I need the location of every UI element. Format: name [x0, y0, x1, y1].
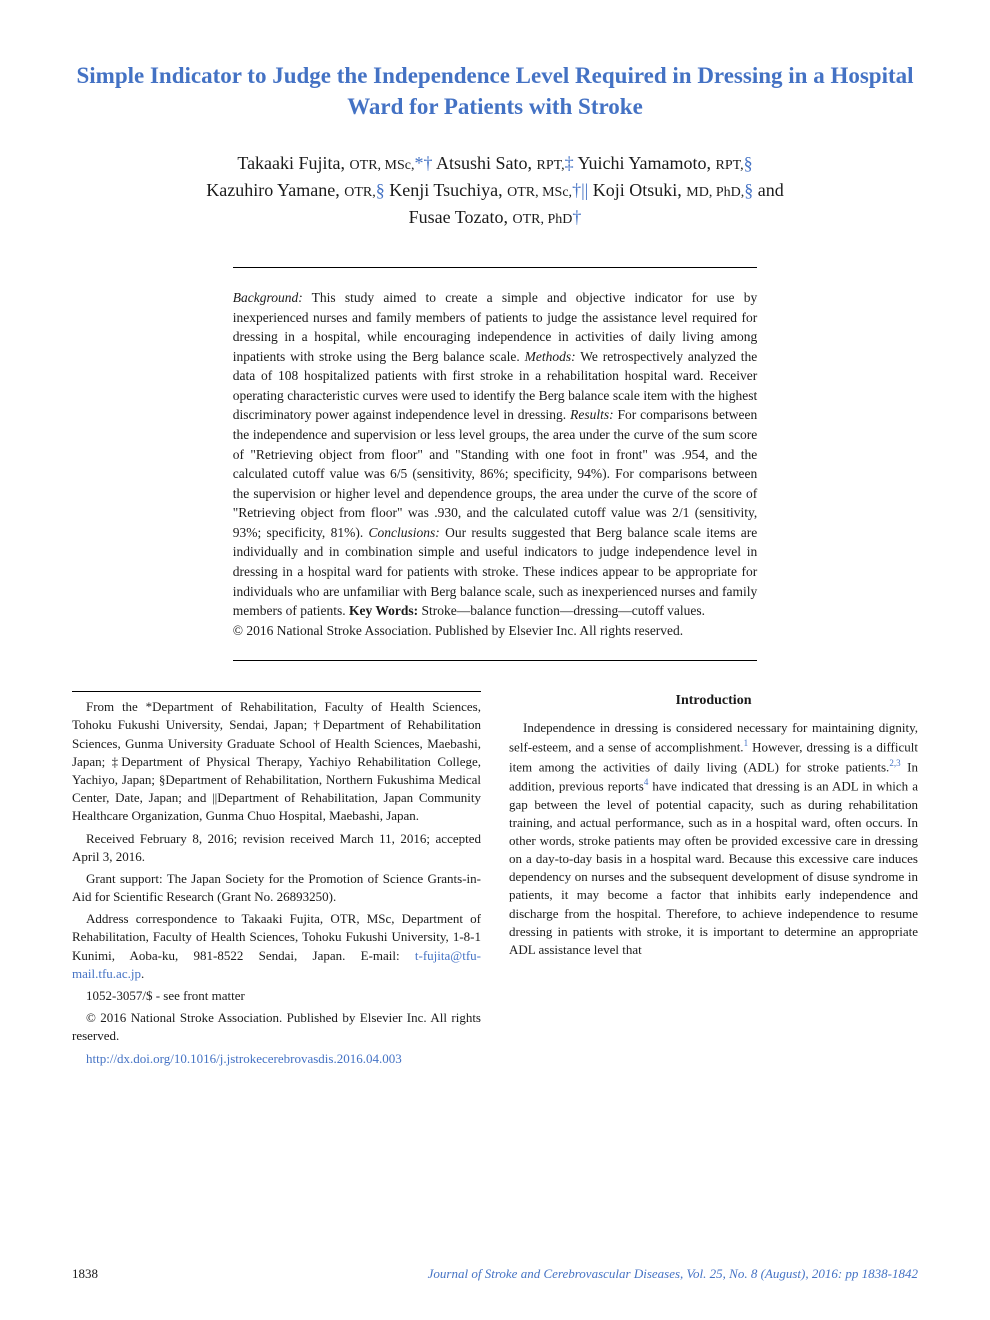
- introduction-heading: Introduction: [509, 691, 918, 711]
- received-text: Received February 8, 2016; revision rece…: [72, 830, 481, 866]
- footnote-column: From the *Department of Rehabilitation, …: [72, 691, 481, 1072]
- journal-citation: Journal of Stroke and Cerebrovascular Di…: [428, 1266, 918, 1282]
- page-number: 1838: [72, 1266, 98, 1282]
- introduction-body: Independence in dressing is considered n…: [509, 719, 918, 959]
- abstract-text: Background: This study aimed to create a…: [233, 288, 758, 640]
- page-footer: 1838 Journal of Stroke and Cerebrovascul…: [72, 1266, 918, 1282]
- doi-link[interactable]: http://dx.doi.org/10.1016/j.jstrokecereb…: [86, 1051, 402, 1066]
- two-column-body: From the *Department of Rehabilitation, …: [72, 691, 918, 1072]
- introduction-column: Introduction Independence in dressing is…: [509, 691, 918, 1072]
- front-matter-text: 1052-3057/$ - see front matter: [72, 987, 481, 1005]
- article-title: Simple Indicator to Judge the Independen…: [72, 60, 918, 122]
- correspondence-text: Address correspondence to Takaaki Fujita…: [72, 910, 481, 983]
- affiliations-text: From the *Department of Rehabilitation, …: [72, 698, 481, 825]
- grant-text: Grant support: The Japan Society for the…: [72, 870, 481, 906]
- abstract-bottom-rule: [233, 660, 758, 661]
- author-list: Takaaki Fujita, OTR, MSc,*† Atsushi Sato…: [72, 150, 918, 231]
- abstract-top-rule: [233, 267, 758, 268]
- copyright-text: © 2016 National Stroke Association. Publ…: [72, 1009, 481, 1045]
